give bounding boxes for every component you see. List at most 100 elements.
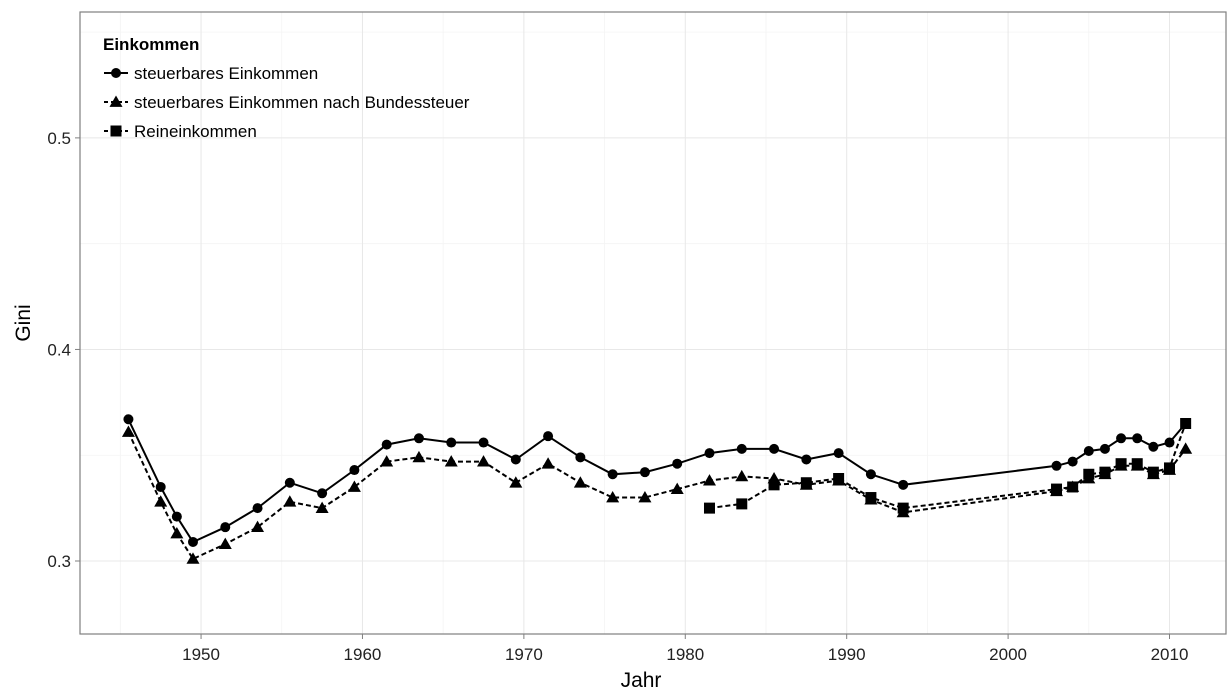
data-point-3	[1180, 417, 1192, 429]
data-point-2	[283, 495, 297, 507]
data-point-3	[1051, 483, 1063, 495]
data-point-1	[1051, 460, 1062, 471]
x-tick-label: 2010	[1151, 645, 1189, 664]
data-point-2	[444, 455, 458, 467]
x-tick-label: 2000	[989, 645, 1027, 664]
data-point-1	[865, 469, 876, 480]
data-point-3	[736, 498, 748, 510]
data-point-1	[543, 431, 554, 442]
panel-background	[80, 12, 1226, 634]
data-point-3	[1164, 462, 1176, 474]
data-point-1	[1099, 443, 1110, 454]
data-point-2	[477, 455, 491, 467]
data-point-2	[121, 425, 135, 437]
data-point-2	[573, 476, 587, 488]
data-point-1	[446, 437, 457, 448]
x-tick-label: 1960	[344, 645, 382, 664]
data-point-3	[1067, 481, 1079, 493]
data-point-1	[575, 452, 586, 463]
data-point-2	[251, 520, 265, 533]
legend-key-square-icon	[110, 125, 122, 137]
series-markers	[121, 414, 1193, 564]
data-point-1	[284, 477, 295, 488]
x-tick-label: 1970	[505, 645, 543, 664]
data-point-2	[1179, 442, 1193, 454]
data-point-1	[1132, 433, 1143, 444]
axis-ticks: 1950 1960 1970 1980 1990 2000 2010 0.3 0.4 0.5	[47, 129, 1188, 664]
y-tick-label: 0.4	[47, 340, 71, 359]
data-point-1	[1116, 433, 1127, 444]
x-tick-label: 1990	[828, 645, 866, 664]
data-point-1	[1164, 437, 1175, 448]
data-point-1	[413, 433, 424, 444]
data-point-3	[897, 502, 909, 514]
data-point-1	[639, 467, 650, 478]
data-point-1	[220, 522, 231, 533]
data-point-2	[509, 476, 523, 488]
x-axis-title: Jahr	[621, 669, 662, 692]
data-point-2	[541, 457, 555, 469]
y-axis-title: Gini	[12, 304, 35, 341]
data-point-3	[703, 502, 715, 514]
data-point-2	[186, 552, 200, 564]
data-point-3	[865, 492, 877, 504]
data-point-1	[123, 414, 134, 425]
data-point-1	[672, 458, 683, 469]
grid	[80, 12, 1226, 634]
data-point-1	[769, 443, 780, 454]
data-point-1	[252, 503, 263, 514]
data-point-3	[768, 479, 780, 491]
data-point-3	[1131, 458, 1143, 470]
data-point-1	[704, 448, 715, 459]
data-point-2	[154, 495, 168, 507]
data-point-2	[170, 527, 184, 539]
data-point-1	[510, 454, 521, 465]
x-tick-label: 1980	[666, 645, 704, 664]
data-point-1	[317, 488, 328, 499]
series-line-3	[709, 423, 1187, 510]
legend-label: Reineinkommen	[134, 122, 257, 141]
legend-label: steuerbares Einkommen	[134, 64, 318, 83]
data-point-1	[833, 448, 844, 459]
data-point-2	[606, 491, 620, 503]
legend-label: steuerbares Einkommen nach Bundessteuer	[134, 93, 470, 112]
data-point-3	[800, 477, 812, 489]
data-point-1	[736, 443, 747, 454]
data-point-3	[1147, 466, 1159, 478]
data-point-1	[898, 479, 909, 490]
data-point-1	[155, 481, 166, 492]
data-point-1	[478, 437, 489, 448]
data-point-2	[638, 491, 652, 503]
data-point-1	[1067, 456, 1078, 467]
data-point-2	[315, 501, 329, 513]
data-point-1	[349, 465, 360, 476]
data-point-2	[702, 474, 716, 486]
data-point-2	[735, 469, 749, 482]
x-tick-label: 1950	[182, 645, 220, 664]
y-tick-label: 0.5	[47, 129, 71, 148]
data-point-1	[1083, 445, 1094, 456]
panel-border	[79, 11, 1227, 635]
data-point-2	[412, 450, 426, 463]
data-point-1	[187, 536, 198, 547]
data-point-2	[670, 482, 684, 494]
data-point-2	[218, 537, 232, 549]
legend-key-triangle-icon	[109, 95, 123, 107]
data-point-3	[833, 473, 845, 484]
data-point-1	[171, 511, 182, 522]
y-tick-label: 0.3	[47, 552, 71, 571]
data-point-1	[381, 439, 392, 450]
data-point-3	[1099, 466, 1111, 478]
legend: Einkommen steuerbares Einkommen steuerbar…	[103, 35, 470, 141]
data-point-3	[1115, 458, 1127, 470]
data-point-1	[1148, 441, 1159, 452]
data-point-1	[607, 469, 618, 480]
data-point-2	[347, 480, 361, 492]
data-point-2	[380, 455, 394, 467]
legend-key-circle-icon	[111, 68, 121, 78]
series-line-2	[127, 431, 1187, 561]
data-point-3	[1083, 468, 1095, 480]
data-point-1	[801, 454, 812, 465]
legend-title: Einkommen	[103, 35, 199, 54]
